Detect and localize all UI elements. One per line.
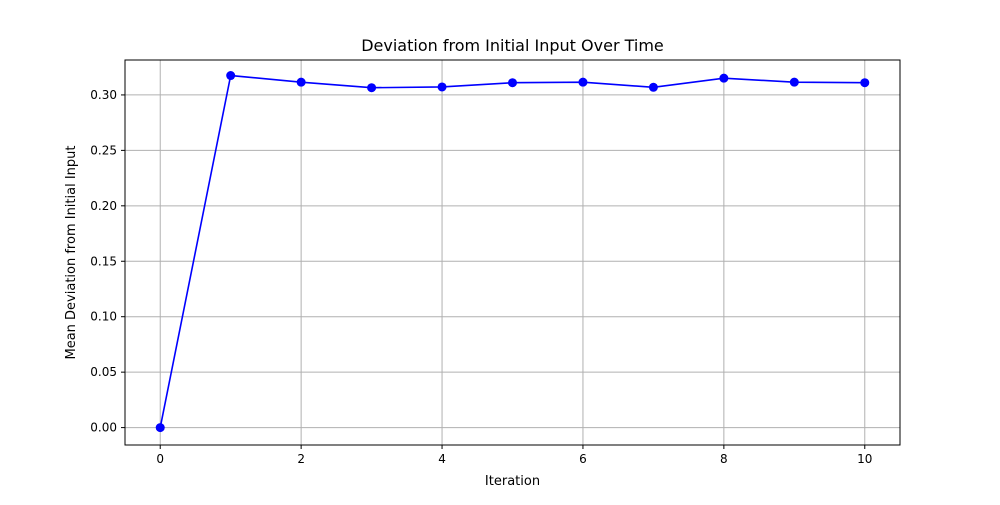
x-tick-label: 4 bbox=[438, 452, 446, 466]
data-point bbox=[226, 71, 236, 81]
y-tick-label: 0.25 bbox=[90, 143, 117, 157]
chart-title: Deviation from Initial Input Over Time bbox=[361, 36, 664, 55]
x-tick-label: 10 bbox=[857, 452, 872, 466]
data-point bbox=[789, 77, 799, 87]
y-tick-label: 0.10 bbox=[90, 310, 117, 324]
data-point bbox=[155, 423, 165, 433]
tick-layer: 0 2 4 6 8 10 0.00 0.05 0.10 0.15 0.20 0.25 0.30 bbox=[90, 88, 872, 466]
y-tick-label: 0.30 bbox=[90, 88, 117, 102]
x-tick-label: 0 bbox=[156, 452, 164, 466]
x-tick-label: 8 bbox=[720, 452, 728, 466]
data-point bbox=[296, 77, 306, 87]
data-point bbox=[437, 82, 447, 92]
data-point bbox=[719, 73, 729, 83]
data-point bbox=[860, 78, 870, 88]
series-layer bbox=[155, 71, 870, 433]
data-point bbox=[648, 82, 658, 92]
y-tick-label: 0.05 bbox=[90, 365, 117, 379]
y-tick-label: 0.20 bbox=[90, 199, 117, 213]
series-line bbox=[159, 74, 865, 428]
x-axis-label: Iteration bbox=[485, 474, 540, 489]
plot-frame bbox=[124, 59, 901, 446]
data-point bbox=[578, 77, 588, 87]
y-axis-label: Mean Deviation from Initial Input bbox=[64, 145, 79, 359]
grid-layer bbox=[125, 60, 900, 445]
x-tick-label: 6 bbox=[579, 452, 587, 466]
y-tick-label: 0.00 bbox=[90, 421, 117, 435]
data-point bbox=[367, 83, 377, 93]
y-tick-label: 0.15 bbox=[90, 254, 117, 268]
data-point bbox=[508, 78, 517, 88]
x-tick-label: 2 bbox=[297, 452, 305, 466]
